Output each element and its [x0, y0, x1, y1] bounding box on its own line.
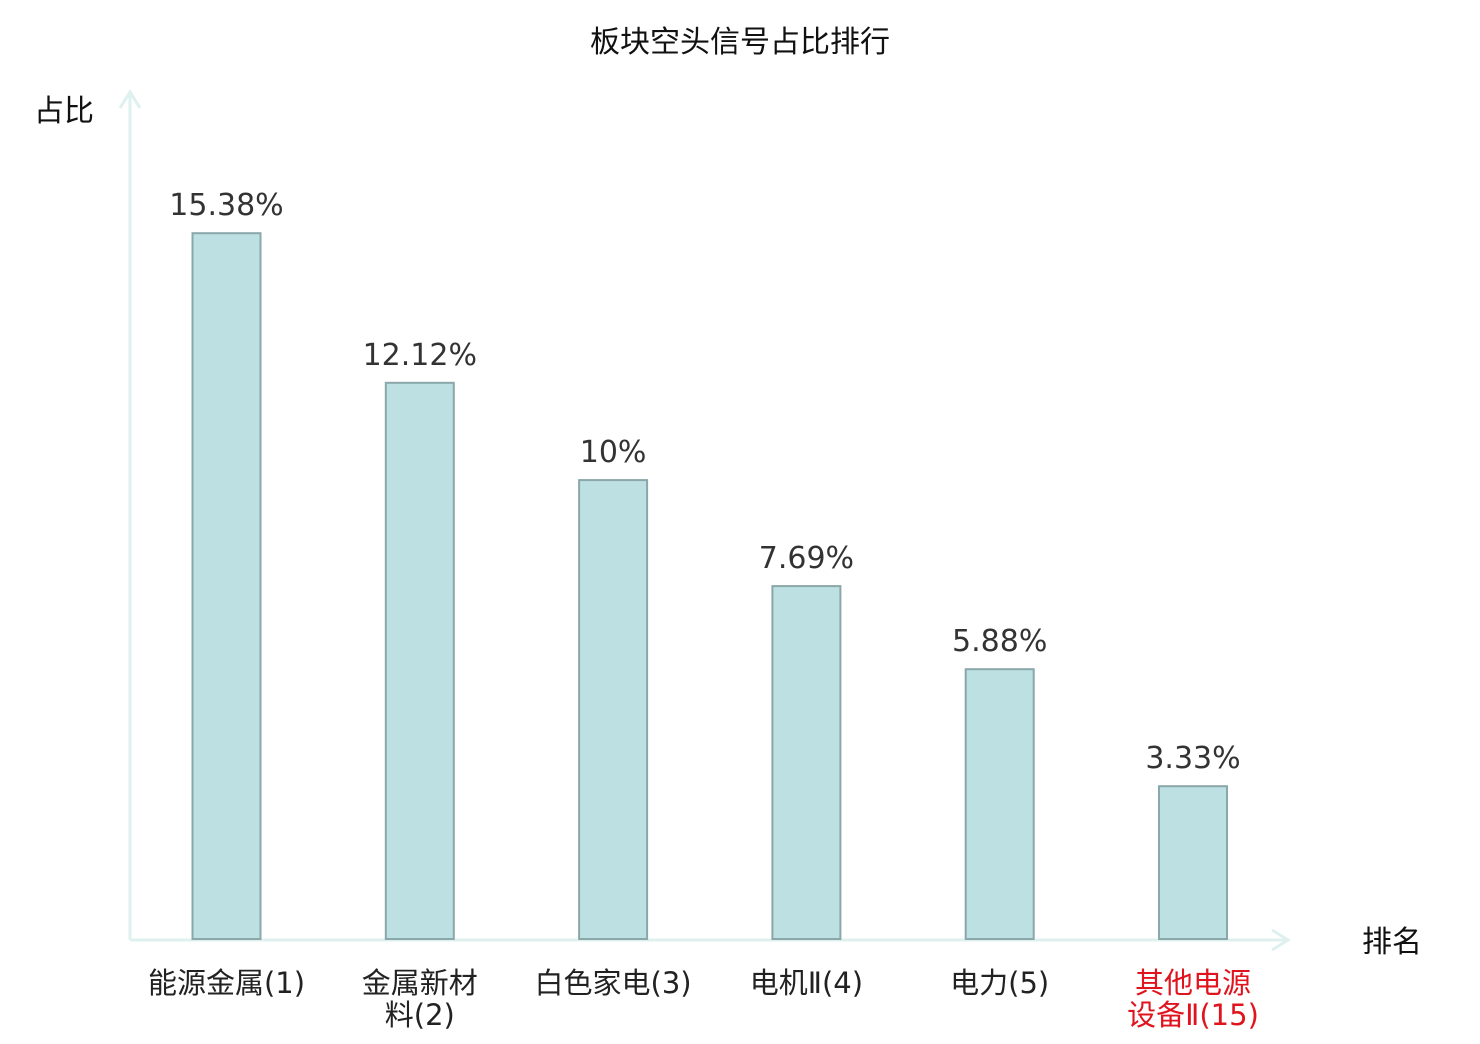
value-labels: 15.38% 12.12% 10% 7.69% 5.88% 3.33% [169, 188, 1240, 776]
bar-value-label: 5.88% [952, 624, 1047, 659]
bar [771, 585, 842, 940]
category-label: 料(2) [385, 998, 455, 1032]
bar [1158, 785, 1228, 941]
bar-value-label: 10% [580, 435, 647, 470]
y-axis-label: 占比 [34, 94, 94, 129]
category-label: 金属新材 [362, 966, 478, 1000]
category-label: 电力(5) [950, 966, 1049, 1000]
category-label: 其他电源 [1135, 966, 1251, 1000]
bar [578, 479, 649, 940]
x-axis-label: 排名 [1362, 925, 1422, 960]
chart-title: 板块空头信号占比排行 [590, 25, 890, 60]
bar [964, 668, 1035, 940]
category-label: 白色家电(3) [535, 966, 692, 1000]
bar-value-label: 7.69% [759, 541, 854, 576]
bar-series [191, 232, 1228, 941]
category-label: 电机Ⅱ(4) [750, 966, 863, 1000]
bar-value-label: 12.12% [363, 338, 477, 373]
x-axis-arrow [1271, 928, 1291, 952]
bar [191, 232, 262, 940]
bar [384, 381, 455, 940]
y-axis-arrow [118, 89, 142, 109]
bar-value-label: 3.33% [1145, 741, 1240, 776]
bar-value-label: 15.38% [169, 188, 283, 223]
category-label: 能源金属(1) [148, 966, 305, 1000]
axes [118, 89, 1291, 952]
category-label: 设备Ⅱ(15) [1127, 998, 1259, 1032]
